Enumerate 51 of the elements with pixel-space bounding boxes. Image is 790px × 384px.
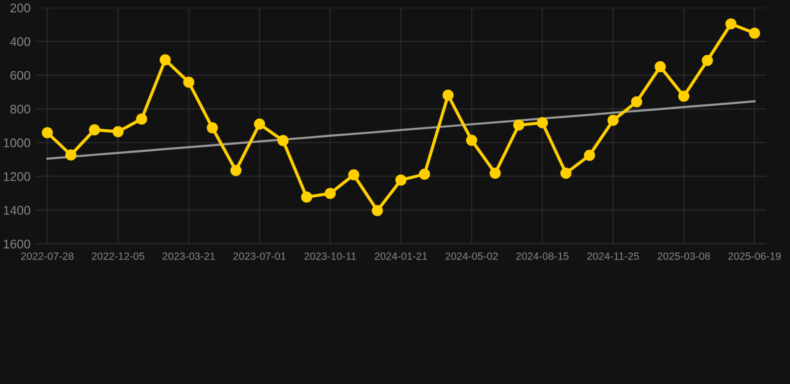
point (560, 168, 572, 179)
y-tick-label: 200 (10, 3, 30, 12)
point (230, 164, 242, 176)
point (490, 168, 501, 179)
x-tick-label: 2024-01-21 (374, 252, 428, 260)
point (536, 117, 548, 128)
point (748, 28, 760, 39)
point (278, 135, 289, 146)
point (160, 54, 171, 66)
x-tick-label: 2025-03-08 (658, 252, 710, 260)
point (418, 168, 430, 180)
x-tick-label: 2023-07-01 (233, 252, 286, 260)
x-tick-label: 2022-12-05 (92, 252, 144, 260)
y-tick-label: 1000 (4, 138, 30, 148)
point (725, 18, 736, 30)
point (608, 114, 619, 126)
point (206, 122, 218, 134)
y-tick-label: 1400 (4, 206, 30, 215)
x-tick-label: 2024-08-15 (516, 252, 569, 260)
point (513, 120, 524, 131)
point (183, 76, 194, 88)
point (254, 118, 266, 130)
y-tick-label: 1200 (4, 172, 30, 182)
y-tick-label: 600 (10, 70, 30, 80)
point (324, 188, 336, 199)
point (702, 54, 713, 66)
point (631, 96, 642, 108)
point (654, 61, 666, 72)
x-tick-label: 2024-11-25 (587, 252, 639, 260)
point (678, 90, 690, 102)
line-series (46, 100, 756, 160)
point (466, 134, 478, 146)
point (301, 192, 312, 203)
point (42, 127, 53, 138)
point (442, 90, 454, 101)
point (395, 174, 406, 186)
x-tick-label: 2023-10-11 (304, 252, 356, 260)
x-tick-label: 2023-03-21 (162, 252, 215, 260)
y-tick-label: 400 (10, 37, 30, 46)
point (65, 149, 76, 160)
point (372, 205, 383, 216)
x-tick-label: 2025-06-19 (728, 252, 781, 260)
x-tick-label: 2022-07-28 (21, 252, 74, 260)
point (112, 126, 124, 138)
y-tick-label: 800 (10, 104, 30, 114)
point (136, 113, 148, 125)
y-tick-label: 1600 (4, 240, 30, 248)
point (88, 124, 100, 136)
point (348, 169, 360, 180)
point (584, 150, 596, 161)
x-tick-label: 2024-05-02 (446, 252, 498, 260)
